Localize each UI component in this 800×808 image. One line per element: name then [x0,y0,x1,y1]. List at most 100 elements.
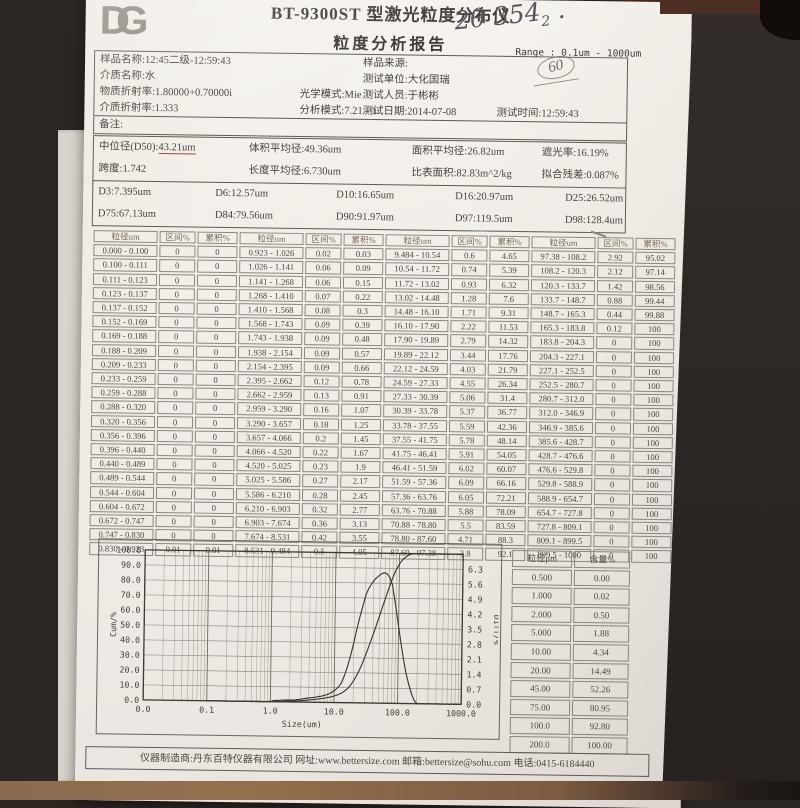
size-range-cell: 4.520 - 5.025 [236,459,301,473]
svg-text:70.0: 70.0 [121,590,141,600]
interval-cell: 0.22 [302,446,339,459]
cumulative-cell: 6.32 [488,278,530,292]
summary-table-header: 粒径μm 含量% [512,550,631,569]
size-range-cell: 22.12 - 24.59 [383,362,448,376]
interval-cell: 0 [593,507,630,520]
cumulative-cell: 95.02 [635,251,676,265]
column-header: 累积% [343,233,384,247]
d50-value: 43.21um [158,142,196,155]
size-range-cell: 24.59 - 27.33 [383,376,448,390]
svg-text:3.5: 3.5 [467,624,482,634]
obscuration: 遮光率:16.19% [541,147,609,160]
cumulative-cell: 99.44 [634,294,675,308]
remark: 备注: [99,119,124,131]
cumulative-cell: 5.39 [489,264,530,277]
size-range-cell: 0.356 - 0.396 [90,428,155,443]
size-range-cell: 57.36 - 63.76 [381,489,447,503]
interval-cell: 6.09 [448,476,485,490]
interval-cell: 0.12 [303,375,340,388]
interval-cell: 0.16 [303,403,340,417]
svg-text:0.1: 0.1 [199,705,214,715]
interval-cell: 5.06 [449,391,486,405]
interval-cell: 0 [594,478,631,492]
summary-row: 100.0 92.80 [509,717,628,736]
svg-text:10.0: 10.0 [324,706,344,716]
brand-logo: DG [99,0,135,43]
summary-row: 1.000 0.02 [511,587,630,606]
interval-cell: 5.78 [448,433,485,447]
column-header: 累积% [489,235,530,249]
cumulative-cell: 21.79 [487,363,528,377]
cumulative-cell: 0 [195,359,236,373]
interval-cell: 0.09 [304,318,341,332]
size-range-cell: 0.137 - 0.152 [92,301,157,315]
interval-cell: 5.88 [447,504,484,518]
interval-cell: 0.12 [596,322,633,336]
interval-cell: 0.44 [596,308,633,321]
summary-content-cell: 4.34 [572,643,629,662]
size-range-cell: 17.90 - 19.89 [384,333,449,347]
chart-canvas: 0.0 10.0 20.0 30.0 40.0 50.0 60.0 70.0 80.0 90.0 1… [108,544,502,729]
interval-cell: 0.09 [304,332,341,346]
summary-content-cell: 0.50 [573,606,630,625]
cumulative-cell: 0 [196,274,238,287]
summary-size-cell: 100.0 [509,717,570,735]
cumulative-cell: 2.17 [340,475,381,488]
interval-cell: 0 [158,330,195,344]
interval-cell: 4.55 [449,377,486,390]
interval-cell: 0 [595,350,633,364]
size-range-cell: 11.72 - 13.02 [384,276,450,290]
area-mean: 面积平均径:26.82um [411,145,505,158]
size-range-cell: 5.586 - 6.210 [235,487,301,501]
cumulative-cell: 31.4 [487,391,528,405]
medium-name: 介质名称:水 [99,70,156,82]
size-range-cell: 1.268 - 1.410 [238,288,303,303]
cumulative-cell: 100 [632,436,673,450]
cumulative-cell: 0.57 [341,347,383,360]
size-range-cell: 0.440 - 0.489 [90,457,155,471]
summary-size-cell: 0.500 [511,568,573,587]
svg-text:90.0: 90.0 [121,560,141,570]
cumulative-cell: 0 [195,387,236,401]
cumulative-cell: 36.77 [487,406,528,419]
size-range-cell: 6.903 - 7.674 [235,516,300,530]
interval-cell: 0 [595,379,632,392]
cumulative-cell: 0 [197,259,238,273]
interval-cell: 2.79 [450,334,487,348]
cumulative-cell: 1.9 [340,460,381,474]
interval-cell: 0 [158,273,196,287]
size-range-cell: 0.169 - 0.188 [92,329,157,343]
summary-size-cell: 2.000 [511,605,572,624]
interval-cell: 0 [594,464,631,478]
svg-text:0.7: 0.7 [466,684,481,694]
cumulative-cell: 0.78 [341,375,382,389]
interval-cell: 0 [156,472,193,486]
tester: 测试人员:于彬彬 [362,89,440,102]
interval-cell: 0.18 [302,417,340,431]
cumulative-cell: 2.45 [339,489,381,503]
cumulative-cell: 98.56 [634,280,676,294]
cumulative-cell: 97.14 [635,266,676,279]
test-unit: 测试单位:大化国瑞 [362,73,450,87]
svg-text:1000.0: 1000.0 [446,708,476,718]
interval-cell: 0 [594,450,631,463]
size-range-cell: 227.1 - 252.5 [529,364,594,378]
size-range-cell: 0.288 - 0.320 [91,400,156,414]
cumulative-cell: 100 [633,393,674,407]
distribution-chart: 0.0 10.0 20.0 30.0 40.0 50.0 60.0 70.0 80.0 90.0 1… [95,538,502,740]
interval-cell: 4.03 [449,362,486,376]
size-range-cell: 727.8 - 809.1 [527,520,592,534]
svg-text:50.0: 50.0 [120,620,140,630]
size-range-cell: 0.604 - 0.672 [89,499,154,514]
interval-cell: 0 [159,245,196,258]
size-range-cell: 9.484 - 10.54 [385,248,450,262]
cumulative-cell: 0.48 [342,333,383,346]
summary-content-cell: 0.00 [573,569,631,587]
cumulative-cell: 17.76 [487,349,529,363]
specific-surface: 比表面积:82.83m^2/kg [411,167,512,180]
column-header: 累积% [635,237,676,251]
cumulative-cell: 14.32 [488,335,529,348]
column-header: 粒径um [239,232,304,246]
interval-cell: 0 [155,515,192,528]
cumulative-cell: 100 [631,493,673,507]
